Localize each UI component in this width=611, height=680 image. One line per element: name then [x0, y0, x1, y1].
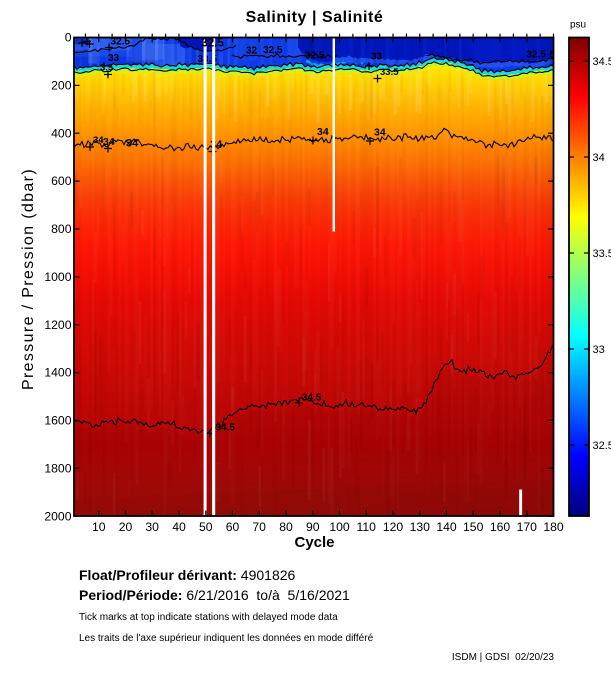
svg-text:0: 0 — [65, 31, 72, 45]
svg-text:34: 34 — [126, 138, 139, 150]
svg-text:34: 34 — [317, 126, 329, 138]
svg-text:150: 150 — [463, 520, 484, 534]
svg-text:90: 90 — [306, 520, 320, 534]
svg-text:33: 33 — [593, 344, 605, 356]
svg-text:30: 30 — [145, 520, 159, 534]
svg-text:1800: 1800 — [44, 461, 71, 475]
svg-text:Tick marks at top indicate sta: Tick marks at top indicate stations with… — [79, 612, 338, 623]
svg-text:Cycle: Cycle — [294, 534, 334, 551]
svg-text:Salinity | Salinité: Salinity | Salinité — [246, 9, 384, 26]
svg-text:140: 140 — [436, 520, 457, 534]
svg-text:Pressure / Pression (dbar): Pressure / Pression (dbar) — [20, 168, 37, 390]
svg-text:Float/Profileur dérivant: 4901: Float/Profileur dérivant: 4901826 — [79, 567, 296, 583]
svg-text:1000: 1000 — [44, 270, 71, 284]
svg-text:34.5: 34.5 — [302, 392, 322, 403]
svg-text:33.5: 33.5 — [380, 67, 399, 78]
svg-text:200: 200 — [51, 79, 72, 93]
svg-text:32.5: 32.5 — [527, 49, 547, 60]
svg-text:34.5: 34.5 — [216, 423, 236, 434]
svg-text:120: 120 — [383, 520, 404, 534]
svg-text:34: 34 — [374, 127, 386, 139]
svg-text:32.5: 32.5 — [593, 440, 611, 452]
svg-text:33: 33 — [371, 52, 383, 63]
svg-text:34: 34 — [103, 136, 115, 148]
svg-text:Les traits de l'axe supérieur: Les traits de l'axe supérieur indiquent … — [79, 633, 374, 644]
svg-text:34.5: 34.5 — [593, 56, 611, 68]
svg-text:32.5: 32.5 — [305, 51, 325, 62]
svg-text:100: 100 — [329, 520, 350, 534]
svg-text:20: 20 — [119, 520, 133, 534]
svg-text:1200: 1200 — [44, 318, 71, 332]
svg-text:2000: 2000 — [44, 509, 71, 523]
svg-text:32.5: 32.5 — [202, 38, 225, 50]
svg-text:180: 180 — [543, 520, 564, 534]
svg-text:1600: 1600 — [44, 414, 71, 428]
svg-text:600: 600 — [51, 174, 72, 188]
svg-text:1400: 1400 — [44, 366, 71, 380]
svg-text:70: 70 — [252, 520, 266, 534]
svg-text:400: 400 — [51, 126, 72, 140]
svg-text:80: 80 — [279, 520, 293, 534]
svg-text:Period/Période: 6/21/2016 to/: Period/Période: 6/21/2016 to/à 5/16/2021 — [79, 587, 350, 603]
svg-text:10: 10 — [92, 520, 106, 534]
svg-text:50: 50 — [199, 520, 213, 534]
svg-text:34: 34 — [593, 152, 605, 164]
svg-text:170: 170 — [517, 520, 538, 534]
svg-text:40: 40 — [172, 520, 186, 534]
svg-text:800: 800 — [51, 222, 72, 236]
svg-text:32: 32 — [246, 46, 258, 57]
svg-text:ISDM | GDSI 02/20/23: ISDM | GDSI 02/20/23 — [452, 652, 555, 663]
svg-text:32.5: 32.5 — [263, 45, 283, 56]
svg-text:psu: psu — [570, 20, 586, 31]
svg-text:3.5: 3.5 — [100, 63, 114, 74]
svg-text:160: 160 — [490, 520, 511, 534]
svg-text:110: 110 — [356, 520, 376, 534]
svg-text:60: 60 — [226, 520, 240, 534]
svg-text:33.5: 33.5 — [593, 248, 611, 260]
svg-text:130: 130 — [410, 520, 431, 534]
